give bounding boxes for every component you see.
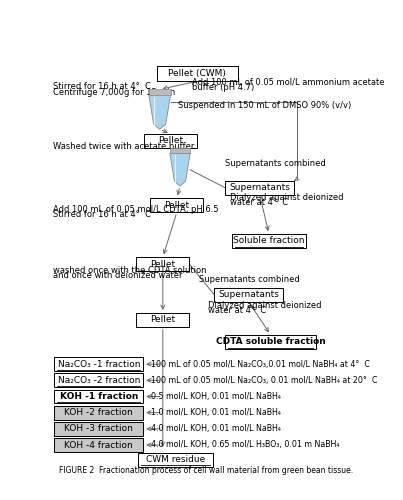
Text: washed once with the CDTA solution: washed once with the CDTA solution [54,266,207,275]
FancyBboxPatch shape [231,234,306,248]
Text: KOH -4 fraction: KOH -4 fraction [64,440,133,450]
Text: Dialyzed against deionized: Dialyzed against deionized [230,193,343,202]
FancyBboxPatch shape [225,181,294,194]
Text: KOH -1 fraction: KOH -1 fraction [60,392,138,401]
FancyBboxPatch shape [156,66,238,81]
FancyBboxPatch shape [54,422,143,436]
FancyBboxPatch shape [214,288,283,302]
Text: Pellet: Pellet [158,136,183,145]
Text: KOH -2 fraction: KOH -2 fraction [64,408,133,417]
Text: and once with deionized water: and once with deionized water [54,271,183,280]
Text: Add 100 mL of 0.05 mol/L ammonium acetate: Add 100 mL of 0.05 mol/L ammonium acetat… [193,78,385,87]
FancyBboxPatch shape [54,438,143,452]
Text: 4.0 mol/L KOH, 0.01 mol/L NaBH₄: 4.0 mol/L KOH, 0.01 mol/L NaBH₄ [151,424,281,434]
FancyBboxPatch shape [54,357,143,371]
Text: KOH -3 fraction: KOH -3 fraction [64,424,133,434]
Text: Na₂CO₃ -2 fraction: Na₂CO₃ -2 fraction [58,376,140,385]
Text: Pellet: Pellet [164,200,189,209]
Text: Washed twice with acetate buffer: Washed twice with acetate buffer [54,142,195,151]
FancyBboxPatch shape [149,90,170,94]
Text: Na₂CO₃ -1 fraction: Na₂CO₃ -1 fraction [58,360,140,368]
Text: Centrifuge 7,000g for 15 min: Centrifuge 7,000g for 15 min [54,88,176,97]
FancyBboxPatch shape [54,374,143,387]
Text: Supernatants combined: Supernatants combined [199,275,299,284]
Polygon shape [149,94,170,130]
Polygon shape [170,154,190,186]
Text: water at 4°  C: water at 4° C [208,306,266,315]
Text: 100 mL of 0.05 mol/L Na₂CO₃, 0.01 mol/L NaBH₄ at 20°  C: 100 mL of 0.05 mol/L Na₂CO₃, 0.01 mol/L … [151,376,378,385]
Text: Pellet: Pellet [150,316,175,324]
Text: Soluble fraction: Soluble fraction [233,236,305,246]
Text: 100 mL of 0.05 mol/L Na₂CO₃,0.01 mol/L NaBH₄ at 4°  C: 100 mL of 0.05 mol/L Na₂CO₃,0.01 mol/L N… [151,360,370,368]
Text: 0.5 mol/L KOH, 0.01 mol/L NaBH₄: 0.5 mol/L KOH, 0.01 mol/L NaBH₄ [151,392,281,401]
Text: 4.0 mol/L KOH, 0.65 mol/L H₃BO₃, 0.01 m NaBH₄: 4.0 mol/L KOH, 0.65 mol/L H₃BO₃, 0.01 m … [151,440,339,450]
FancyBboxPatch shape [138,452,213,466]
Text: Stirred for 16 h at 4°  C: Stirred for 16 h at 4° C [54,210,152,220]
Text: 1.0 mol/L KOH, 0.01 mol/L NaBH₄: 1.0 mol/L KOH, 0.01 mol/L NaBH₄ [151,408,281,417]
Text: Add 100 mL of 0.05 mol/L CDTA, pH 6.5: Add 100 mL of 0.05 mol/L CDTA, pH 6.5 [54,205,219,214]
Text: Pellet (CWM): Pellet (CWM) [168,69,226,78]
FancyBboxPatch shape [225,335,316,349]
Text: Stirred for 16 h at 4°  C: Stirred for 16 h at 4° C [54,82,152,92]
Text: Pellet: Pellet [150,260,175,268]
FancyBboxPatch shape [144,134,197,148]
Text: water at 4°  C: water at 4° C [230,198,288,207]
Text: CDTA soluble fraction: CDTA soluble fraction [216,338,326,346]
FancyBboxPatch shape [136,313,189,327]
Text: buffer (pH 4.7): buffer (pH 4.7) [193,83,255,92]
FancyBboxPatch shape [150,198,204,212]
Text: Supernatants: Supernatants [218,290,279,300]
FancyBboxPatch shape [54,390,143,404]
Text: Suspended in 150 mL of DMSO 90% (v/v): Suspended in 150 mL of DMSO 90% (v/v) [179,101,352,110]
Text: Dialyzed against deionized: Dialyzed against deionized [208,300,322,310]
Text: Supernatants: Supernatants [229,184,290,192]
Text: FIGURE 2  Fractionation process of cell wall material from green bean tissue.: FIGURE 2 Fractionation process of cell w… [60,466,353,475]
Text: CWM residue: CWM residue [145,455,205,464]
Text: Supernatants combined: Supernatants combined [225,160,326,168]
FancyBboxPatch shape [54,406,143,419]
FancyBboxPatch shape [136,257,189,271]
FancyBboxPatch shape [170,148,190,154]
